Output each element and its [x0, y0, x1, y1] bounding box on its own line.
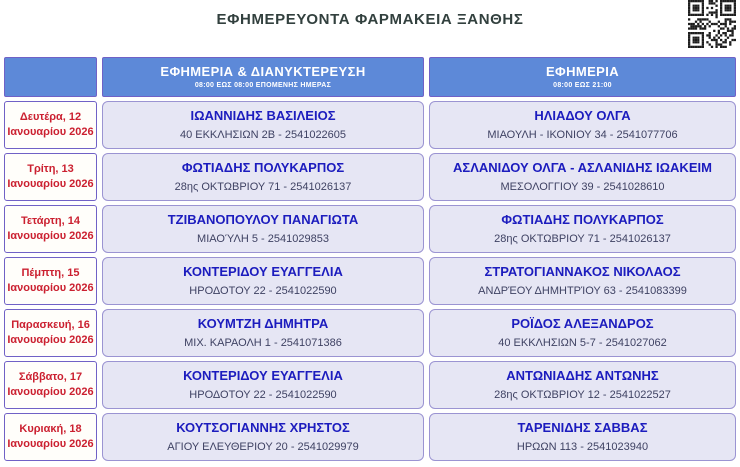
pharmacy-name: ΑΝΤΩΝΙΑΔΗΣ ΑΝΤΩΝΗΣ [506, 367, 659, 383]
pharmacy-address-phone: ΗΡΟΔΟΤΟΥ 22 - 2541022590 [189, 284, 337, 297]
date-day: Δευτέρα, 12 [19, 110, 82, 123]
pharmacy-name: ΚΟΥΜΤΖΗ ΔΗΜΗΤΡΑ [197, 315, 329, 331]
header-label: ΕΦΗΜΕΡΙΑ & ΔΙΑΝΥΚΤΕΡΕΥΣΗ [160, 63, 366, 79]
pharmacy-address-phone: ΑΓΙΟΥ ΕΛΕΥΘΕΡΙΟΥ 20 - 2541029979 [167, 440, 359, 453]
date-month-year: Ιανουαρίου 2026 [7, 126, 94, 138]
pharmacy-name: ΤΑΡΕΝΙΔΗΣ ΣΑΒΒΑΣ [517, 419, 648, 435]
pharmacy-name: ΚΟΝΤΕΡΙΔΟΥ ΕΥΑΓΓΕΛΙΑ [183, 263, 343, 279]
night-duty-pharmacy-cell: ΤΖΙΒΑΝΟΠΟΥΛΟΥ ΠΑΝΑΓΙΩΤΑ ΜΙΑΟΎΛΗ 5 - 2541… [102, 205, 424, 253]
pharmacy-address-phone: 28ης ΟΚΤΩΒΡΙΟΥ 12 - 2541022527 [494, 388, 671, 401]
day-duty-pharmacy-cell: ΦΩΤΙΑΔΗΣ ΠΟΛΥΚΑΡΠΟΣ 28ης ΟΚΤΩΒΡΙΟΥ 71 - … [429, 205, 736, 253]
pharmacy-address-phone: 28ης ΟΚΤΩΒΡΙΟΥ 71 - 2541026137 [494, 232, 671, 245]
pharmacy-address-phone: 28ης ΟΚΤΩΒΡΙΟΥ 71 - 2541026137 [174, 180, 352, 193]
night-duty-pharmacy-cell: ΚΟΥΜΤΖΗ ΔΗΜΗΤΡΑ ΜΙΧ. ΚΑΡΑΟΛΗ 1 - 2541071… [102, 309, 424, 357]
date-cell: Πέμπτη, 15 Ιανουαρίου 2026 [4, 257, 97, 305]
date-month-year: Ιανουαρίου 2026 [7, 282, 94, 294]
date-day: Τετάρτη, 14 [21, 214, 80, 227]
header-hours: 08:00 ΕΩΣ 21:00 [553, 82, 612, 90]
header-hours: 08:00 ΕΩΣ 08:00 ΕΠΟΜΕΝΗΣ ΗΜΕΡΑΣ [194, 82, 332, 90]
pharmacy-address-phone: ΑΝΔΡΈΟΥ ΔΗΜΗΤΡΊΟΥ 63 - 2541083399 [478, 284, 687, 297]
date-day: Πέμπτη, 15 [21, 266, 80, 279]
pharmacy-address-phone: ΗΡΟΔΟΤΟΥ 22 - 2541022590 [189, 388, 337, 401]
pharmacy-name: ΡΟΪΔΟΣ ΑΛΕΞΑΝΔΡΟΣ [511, 315, 654, 331]
pharmacy-name: ΙΩΑΝΝΙΔΗΣ ΒΑΣΙΛΕΙΟΣ [190, 107, 336, 123]
date-month-year: Ιανουαρίου 2026 [7, 178, 94, 190]
date-day: Παρασκευή, 16 [11, 318, 90, 331]
date-cell: Δευτέρα, 12 Ιανουαρίου 2026 [4, 101, 97, 149]
date-month-year: Ιανουαρίου 2026 [7, 334, 94, 346]
day-duty-pharmacy-cell: ΑΣΛΑΝΙΔΟΥ ΟΛΓΑ - ΑΣΛΑΝΙΔΗΣ ΙΩΑΚΕΙΜ ΜΕΣΟΛ… [429, 153, 736, 201]
header-day-duty-column: ΕΦΗΜΕΡΙΑ 08:00 ΕΩΣ 21:00 [429, 57, 736, 97]
header-date-column [4, 57, 97, 97]
date-day: Τρίτη, 13 [27, 162, 74, 175]
pharmacy-address-phone: ΜΙΧ. ΚΑΡΑΟΛΗ 1 - 2541071386 [184, 336, 342, 349]
pharmacy-name: ΣΤΡΑΤΟΓΙΑΝΝΑΚΟΣ ΝΙΚΟΛΑΟΣ [484, 263, 681, 279]
night-duty-pharmacy-cell: ΚΟΝΤΕΡΙΔΟΥ ΕΥΑΓΓΕΛΙΑ ΗΡΟΔΟΤΟΥ 22 - 25410… [102, 257, 424, 305]
pharmacy-name: ΚΟΝΤΕΡΙΔΟΥ ΕΥΑΓΓΕΛΙΑ [183, 367, 343, 383]
pharmacy-name: ΚΟΥΤΣΟΓΙΑΝΝΗΣ ΧΡΗΣΤΟΣ [176, 419, 350, 435]
pharmacy-schedule-table: ΕΦΗΜΕΡΙΑ & ΔΙΑΝΥΚΤΕΡΕΥΣΗ 08:00 ΕΩΣ 08:00… [4, 57, 736, 461]
date-cell: Κυριακή, 18 Ιανουαρίου 2026 [4, 413, 97, 461]
pharmacy-name: ΦΩΤΙΑΔΗΣ ΠΟΛΥΚΑΡΠΟΣ [181, 159, 345, 175]
night-duty-pharmacy-cell: ΦΩΤΙΑΔΗΣ ΠΟΛΥΚΑΡΠΟΣ 28ης ΟΚΤΩΒΡΙΟΥ 71 - … [102, 153, 424, 201]
date-month-year: Ιανουαρίου 2026 [7, 438, 94, 450]
date-day: Σάββατο, 17 [18, 370, 83, 383]
night-duty-pharmacy-cell: ΚΟΥΤΣΟΓΙΑΝΝΗΣ ΧΡΗΣΤΟΣ ΑΓΙΟΥ ΕΛΕΥΘΕΡΙΟΥ 2… [102, 413, 424, 461]
pharmacy-name: ΗΛΙΑΔΟΥ ΟΛΓΑ [534, 107, 631, 123]
date-day: Κυριακή, 18 [19, 422, 82, 435]
day-duty-pharmacy-cell: ΑΝΤΩΝΙΑΔΗΣ ΑΝΤΩΝΗΣ 28ης ΟΚΤΩΒΡΙΟΥ 12 - 2… [429, 361, 736, 409]
date-cell: Τετάρτη, 14 Ιανουαρίου 2026 [4, 205, 97, 253]
pharmacy-name: ΤΖΙΒΑΝΟΠΟΥΛΟΥ ΠΑΝΑΓΙΩΤΑ [167, 211, 359, 227]
page-title: ΕΦΗΜΕΡΕΥΟΝΤΑ ΦΑΡΜΑΚΕΙΑ ΞΑΝΘΗΣ [216, 11, 524, 28]
date-month-year: Ιανουαρίου 2026 [7, 386, 94, 398]
night-duty-pharmacy-cell: ΙΩΑΝΝΙΔΗΣ ΒΑΣΙΛΕΙΟΣ 40 ΕΚΚΛΗΣΙΩΝ 2Β - 25… [102, 101, 424, 149]
pharmacy-address-phone: ΜΙΑΟΎΛΗ 5 - 2541029853 [197, 232, 329, 245]
pharmacy-name: ΦΩΤΙΑΔΗΣ ΠΟΛΥΚΑΡΠΟΣ [501, 211, 664, 227]
pharmacy-address-phone: ΗΡΩΩΝ 113 - 2541023940 [516, 440, 649, 453]
header-label: ΕΦΗΜΕΡΙΑ [545, 63, 620, 79]
day-duty-pharmacy-cell: ΣΤΡΑΤΟΓΙΑΝΝΑΚΟΣ ΝΙΚΟΛΑΟΣ ΑΝΔΡΈΟΥ ΔΗΜΗΤΡΊ… [429, 257, 736, 305]
day-duty-pharmacy-cell: ΡΟΪΔΟΣ ΑΛΕΞΑΝΔΡΟΣ 40 ΕΚΚΛΗΣΙΩΝ 5-7 - 254… [429, 309, 736, 357]
pharmacy-address-phone: ΜΙΑΟΥΛΗ - ΙΚΟΝΙΟΥ 34 - 2541077706 [487, 128, 678, 141]
date-cell: Παρασκευή, 16 Ιανουαρίου 2026 [4, 309, 97, 357]
day-duty-pharmacy-cell: ΤΑΡΕΝΙΔΗΣ ΣΑΒΒΑΣ ΗΡΩΩΝ 113 - 2541023940 [429, 413, 736, 461]
pharmacy-address-phone: ΜΕΣΟΛΟΓΓΙΟΥ 39 - 2541028610 [500, 180, 665, 193]
night-duty-pharmacy-cell: ΚΟΝΤΕΡΙΔΟΥ ΕΥΑΓΓΕΛΙΑ ΗΡΟΔΟΤΟΥ 22 - 25410… [102, 361, 424, 409]
header-night-duty-column: ΕΦΗΜΕΡΙΑ & ΔΙΑΝΥΚΤΕΡΕΥΣΗ 08:00 ΕΩΣ 08:00… [102, 57, 424, 97]
qr-code-icon [688, 0, 736, 48]
date-cell: Σάββατο, 17 Ιανουαρίου 2026 [4, 361, 97, 409]
date-month-year: Ιανουαρίου 2026 [7, 230, 94, 242]
date-cell: Τρίτη, 13 Ιανουαρίου 2026 [4, 153, 97, 201]
pharmacy-name: ΑΣΛΑΝΙΔΟΥ ΟΛΓΑ - ΑΣΛΑΝΙΔΗΣ ΙΩΑΚΕΙΜ [453, 159, 712, 175]
day-duty-pharmacy-cell: ΗΛΙΑΔΟΥ ΟΛΓΑ ΜΙΑΟΥΛΗ - ΙΚΟΝΙΟΥ 34 - 2541… [429, 101, 736, 149]
pharmacy-address-phone: 40 ΕΚΚΛΗΣΙΩΝ 5-7 - 2541027062 [498, 336, 667, 349]
pharmacy-address-phone: 40 ΕΚΚΛΗΣΙΩΝ 2Β - 2541022605 [179, 128, 347, 141]
